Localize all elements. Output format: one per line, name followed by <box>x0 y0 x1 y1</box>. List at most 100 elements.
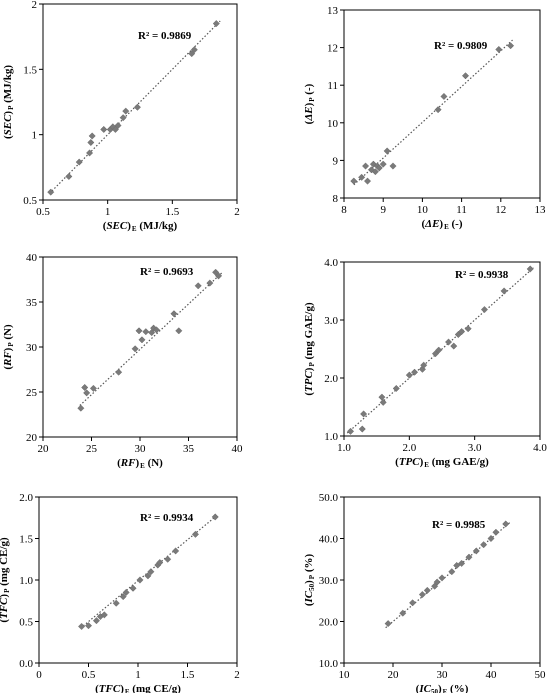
scatter-chart-4: 1.0 2.0 3.0 4.0 1.0 2.0 3.0 4.0 R² = 0.9938 (TPC)… <box>303 257 547 469</box>
data-point <box>435 346 443 354</box>
x-axis-label: (ΔE)E (-) <box>422 218 463 231</box>
data-point <box>133 103 141 111</box>
data-point <box>502 520 510 528</box>
x-tick-label: 1 <box>105 206 111 218</box>
trendline <box>353 39 513 186</box>
data-point <box>138 336 146 344</box>
x-tick-label: 35 <box>183 443 195 455</box>
x-tick-label: 3.0 <box>468 442 482 454</box>
data-point <box>148 329 156 337</box>
data-point <box>87 138 95 147</box>
data-point <box>100 125 108 133</box>
data-point <box>122 588 130 597</box>
y-tick-label: 9 <box>333 155 339 167</box>
data-point <box>112 599 120 607</box>
data-point <box>81 383 89 392</box>
x-tick-label: 1.0 <box>337 442 351 454</box>
data-point <box>75 158 83 166</box>
data-point <box>465 553 473 561</box>
data-point <box>375 164 383 172</box>
data-point <box>480 541 488 549</box>
r-squared-annotation: R² = 0.9693 <box>140 266 194 278</box>
y-tick-label: 1.5 <box>23 64 37 76</box>
y-tick-label: 10 <box>327 118 339 130</box>
y-tick-label: 1 <box>32 130 38 142</box>
data-point <box>212 20 220 28</box>
x-axis-label: (IC50)E (%) <box>416 683 469 693</box>
x-tick-label: 8 <box>341 204 347 216</box>
data-point <box>152 326 161 334</box>
scatter-chart-2: 8 9 10 11 12 13 8 9 10 11 12 13 R² = 0.9809 (ΔE)E (-)… <box>303 5 546 231</box>
y-axis-label: (SEC)P (MJ/kg) <box>2 65 15 139</box>
data-point <box>500 287 508 295</box>
data-point <box>433 578 441 586</box>
data-point <box>492 528 500 536</box>
x-tick-label: 11 <box>456 204 467 216</box>
data-point <box>444 338 453 346</box>
y-tick-label: 1.0 <box>19 575 33 587</box>
y-tick-label: 2.0 <box>19 492 33 504</box>
data-point <box>453 561 461 570</box>
data-point <box>114 121 122 130</box>
scatter-chart-3: 20 25 30 35 40 20 25 30 35 40 R² = 0.9693 (RF)E (N)… <box>2 252 243 470</box>
x-tick-label: 0.5 <box>82 669 96 681</box>
r-squared-annotation: R² = 0.9934 <box>140 512 194 524</box>
data-point <box>47 188 55 196</box>
x-tick-label: 2 <box>234 206 240 218</box>
x-tick-label: 30 <box>437 669 449 681</box>
y-tick-label: 12 <box>327 43 338 55</box>
y-tick-label: 2 <box>32 0 38 11</box>
data-point <box>84 622 93 630</box>
x-tick-label: 1.5 <box>181 669 195 681</box>
y-tick-label: 2.0 <box>324 373 338 385</box>
data-point <box>211 513 219 521</box>
data-point <box>144 572 152 580</box>
data-point <box>147 568 155 576</box>
data-point <box>405 371 413 379</box>
y-tick-label: 8 <box>333 193 339 205</box>
y-tick-label: 0.0 <box>19 658 33 670</box>
data-point <box>507 42 515 50</box>
trendline <box>385 521 511 629</box>
data-point <box>458 559 466 567</box>
scatter-chart-1: 0.5 1 1.5 2 0.5 1 1.5 2 R² = 0.9869 (SEC)E (MJ/kg… <box>2 0 240 233</box>
data-point <box>360 410 368 418</box>
data-point <box>77 404 85 412</box>
x-tick-label: 40 <box>232 443 244 455</box>
scatter-chart-6: 10 20 30 40 50 10.0 20.0 30.0 40.0 50.0 R² = 0.998… <box>303 492 546 693</box>
data-point <box>464 325 472 333</box>
data-point <box>122 107 130 115</box>
data-point <box>78 622 86 631</box>
y-tick-label: 40 <box>26 252 38 264</box>
data-point <box>150 324 158 332</box>
data-point <box>418 590 426 599</box>
y-tick-label: 1.0 <box>324 431 338 443</box>
r-squared-annotation: R² = 0.9985 <box>432 519 486 531</box>
data-point <box>131 345 139 353</box>
data-point <box>392 384 400 392</box>
y-axis-label: (IC50)P (%) <box>303 554 316 607</box>
data-point <box>136 576 144 584</box>
x-tick-label: 4.0 <box>533 442 547 454</box>
x-tick-label: 40 <box>486 669 498 681</box>
data-point <box>379 160 387 168</box>
data-point <box>142 328 150 336</box>
x-axis-label: (TFC)E (mg CE/g) <box>95 683 181 693</box>
data-point <box>83 389 91 397</box>
x-tick-label: 12 <box>495 204 506 216</box>
x-tick-label: 0.5 <box>36 206 50 218</box>
data-point <box>526 265 534 273</box>
y-tick-label: 0.5 <box>19 617 33 629</box>
y-tick-label: 3.0 <box>324 315 338 327</box>
x-axis-label: (SEC)E (MJ/kg) <box>103 220 178 233</box>
data-point <box>170 310 178 318</box>
data-point <box>461 72 470 80</box>
x-tick-label: 25 <box>86 443 98 455</box>
data-point <box>358 425 366 433</box>
data-point <box>100 611 108 619</box>
data-point <box>371 168 379 176</box>
data-point <box>480 306 489 314</box>
y-tick-label: 20.0 <box>319 617 339 629</box>
data-point <box>438 574 446 582</box>
y-axis-label: (TPC)P (mg GAE/g) <box>303 302 316 396</box>
